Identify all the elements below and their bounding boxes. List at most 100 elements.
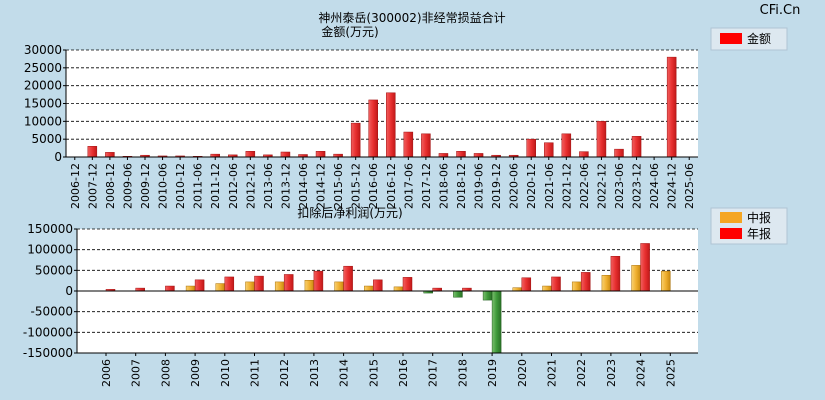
chart1-bar <box>596 121 607 158</box>
chart1-ytick-label: 5000 <box>31 132 62 146</box>
chart1-bar <box>579 151 589 158</box>
chart2-bar-zhongbao <box>601 275 612 292</box>
chart1-xtick-label: 2012-06 <box>227 163 240 209</box>
chart1-ytick-label: 20000 <box>24 79 62 93</box>
chart1-axes: 30000 25000 20000 15000 10000 5000 0 2006-12 200… <box>24 43 698 209</box>
chart2-ytick-label: 100000 <box>27 243 73 257</box>
chart2-grid <box>77 228 698 333</box>
chart1-xtick-label: 2020-12 <box>525 163 538 209</box>
chart2-xtick-label: 2008 <box>159 359 172 387</box>
chart1-xtick-label: 2010-06 <box>157 163 170 209</box>
chart2-bar-zhongbao <box>631 265 641 292</box>
chart2-xtick-label: 2010 <box>219 359 232 387</box>
chart2-xtick-label: 2016 <box>397 359 410 387</box>
chart2-xtick-label: 2023 <box>605 359 618 387</box>
chart1-xtick-label: 2012-12 <box>244 163 257 209</box>
chart2-bar-zhongbao <box>393 286 404 292</box>
chart1-bar <box>105 152 115 158</box>
chart2-xtick-label: 2025 <box>664 359 677 387</box>
chart2-xtick-label: 2024 <box>635 359 648 387</box>
chart2-ytick-label: 0 <box>65 284 73 298</box>
chart2-xtick-label: 2020 <box>516 359 529 387</box>
chart1-xtick-label: 2019-12 <box>490 163 503 209</box>
chart2-bar-nianbao <box>373 279 383 292</box>
chart2-xtick-label: 2007 <box>130 359 143 387</box>
chart2-bar-zhongbao <box>571 281 582 292</box>
chart1-bar <box>315 151 326 158</box>
chart1-xtick-label: 2016-06 <box>367 163 380 209</box>
chart1-bar <box>386 92 396 158</box>
chart1-bar <box>666 56 677 158</box>
chart2-xtick-label: 2011 <box>249 359 262 387</box>
chart2-bar-nianbao <box>224 276 235 292</box>
chart1-xtick-label: 2006-12 <box>69 163 82 209</box>
chart1-bar <box>350 122 361 158</box>
chart1-bar <box>544 142 554 158</box>
chart1-xtick-label: 2017-12 <box>420 163 433 209</box>
chart2-bar-zhongbao <box>661 270 671 292</box>
chart2-bar-nianbao <box>491 290 502 354</box>
chart1-xtick-label: 2022-06 <box>578 163 591 209</box>
chart1-xtick-label: 2018-06 <box>437 163 450 209</box>
chart1-bar <box>280 151 291 158</box>
chart2-axes: 150000 100000 50000 0 -50000 -100000 -150000 20… <box>23 222 698 387</box>
chart2-bar-zhongbao <box>304 280 315 292</box>
chart1-ytick-label: 25000 <box>24 61 62 75</box>
chart2-title: 扣除后净利润(万元) <box>297 205 402 220</box>
chart2-ytick-label: -100000 <box>23 325 73 339</box>
chart1-bar <box>631 136 642 158</box>
chart1-bar <box>403 131 414 158</box>
chart1-bar <box>614 148 624 158</box>
chart1-bar <box>526 138 536 158</box>
chart2-bar-zhongbao <box>482 290 493 301</box>
chart2-xtick-label: 2018 <box>456 359 469 387</box>
chart2-legend-label-nianbao: 年报 <box>747 226 771 241</box>
chart2-ytick-label: 50000 <box>35 263 73 277</box>
chart2-bar-zhongbao <box>542 285 552 292</box>
chart1-xtick-label: 2015-06 <box>332 163 345 209</box>
chart2-xtick-label: 2022 <box>575 359 588 387</box>
chart2-bar-zhongbao <box>245 281 255 292</box>
chart1-bar <box>245 151 256 158</box>
chart2-bar-nianbao <box>551 276 561 292</box>
chart1-bar <box>561 133 572 158</box>
chart1-xtick-label: 2011-06 <box>192 163 205 209</box>
chart1-bar <box>87 146 98 158</box>
chart2-bars <box>105 243 671 354</box>
chart1-ytick-label: 0 <box>54 150 62 164</box>
chart1-xtick-label: 2022-12 <box>595 163 608 209</box>
chart2-xtick-label: 2019 <box>486 359 499 387</box>
chart2-bar-zhongbao <box>185 285 196 292</box>
chart1-xtick-label: 2021-06 <box>543 163 556 209</box>
chart1-xtick-label: 2017-06 <box>402 163 415 209</box>
chart1-xtick-label: 2013-12 <box>279 163 292 209</box>
chart2-bar-nianbao <box>165 285 175 292</box>
chart2-bar-zhongbao <box>334 281 344 292</box>
chart1-xtick-label: 2011-12 <box>209 163 222 209</box>
chart2-bar-nianbao <box>610 256 621 292</box>
chart1-xtick-label: 2007-12 <box>86 163 99 209</box>
chart1-xtick-label: 2016-12 <box>385 163 398 209</box>
chart1-bar <box>456 151 466 158</box>
chart2-bar-zhongbao <box>215 283 226 292</box>
chart1-ytick-label: 30000 <box>24 43 62 57</box>
chart2-xtick-label: 2015 <box>367 359 380 387</box>
chart1-xtick-label: 2018-12 <box>455 163 468 209</box>
chart1-xtick-label: 2009-12 <box>139 163 152 209</box>
chart2-xtick-label: 2014 <box>338 359 351 387</box>
chart2-xtick-label: 2009 <box>189 359 202 387</box>
chart1-bar <box>438 153 449 158</box>
chart2-xtick-label: 2017 <box>427 359 440 387</box>
chart1-grid <box>66 49 698 140</box>
chart1-subtitle: 金额(万元) <box>321 24 378 39</box>
chart1-xtick-label: 2024-12 <box>666 163 679 209</box>
chart2-legend-swatch-nianbao <box>720 228 742 239</box>
chart2-legend-label-zhongbao: 中报 <box>747 210 771 225</box>
chart1-xtick-label: 2019-06 <box>473 163 486 209</box>
chart2-bar-nianbao <box>580 272 591 292</box>
chart2-bar-zhongbao <box>274 281 285 292</box>
chart1-xtick-label: 2021-12 <box>560 163 573 209</box>
chart1-xtick-label: 2023-06 <box>613 163 626 209</box>
chart2-xtick-label: 2021 <box>546 359 559 387</box>
chart1-xtick-label: 2008-12 <box>104 163 117 209</box>
